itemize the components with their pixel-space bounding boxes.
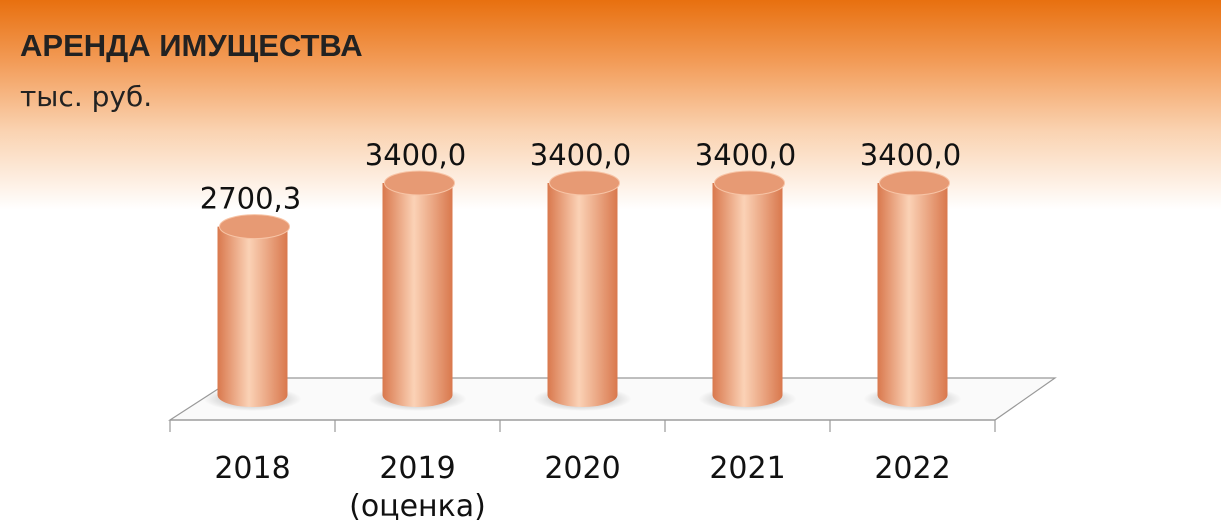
bar-part: [384, 170, 455, 196]
bar: [533, 170, 632, 411]
bar-part: [217, 226, 288, 407]
value-label: 3400,0: [530, 138, 631, 172]
bar-part: [382, 183, 453, 407]
bar-part: [879, 170, 950, 196]
value-label: 3400,0: [860, 138, 961, 172]
x-tick-label: 2020: [544, 451, 621, 486]
bar-part: [877, 183, 948, 407]
x-tick-label: 2019 (оценка): [349, 451, 486, 524]
bar-part: [547, 183, 618, 407]
bar: [203, 214, 302, 411]
bar-part: [714, 170, 785, 196]
bar-part: [712, 183, 783, 407]
x-tick-label: 2021: [709, 451, 786, 486]
value-label: 2700,3: [200, 182, 301, 216]
bar: [368, 170, 467, 411]
value-label: 3400,0: [695, 138, 796, 172]
bar-part: [219, 214, 290, 240]
x-tick-label: 2022: [874, 451, 951, 486]
value-label: 3400,0: [365, 138, 466, 172]
x-tick-label: 2018: [214, 451, 291, 486]
bar: [698, 170, 797, 411]
bar-part: [549, 170, 620, 196]
bar: [863, 170, 962, 411]
chart-title: АРЕНДА ИМУЩЕСТВА: [20, 28, 363, 63]
chart-subtitle: тыс. руб.: [20, 80, 153, 113]
